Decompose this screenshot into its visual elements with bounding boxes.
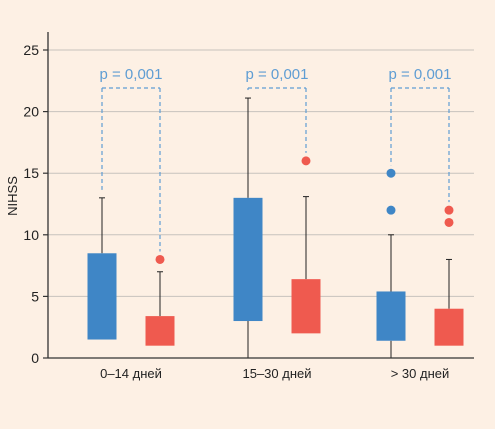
outlier-point xyxy=(444,217,454,227)
blue-box xyxy=(376,291,406,341)
y-tick-label: 0 xyxy=(31,350,39,366)
red-box xyxy=(434,308,464,346)
blue-box xyxy=(87,253,117,340)
outlier-point xyxy=(155,254,165,264)
outlier-point xyxy=(386,205,396,215)
x-category-label: 15–30 дней xyxy=(242,366,311,381)
x-category-label: > 30 дней xyxy=(391,366,450,381)
y-tick-label: 20 xyxy=(23,104,39,120)
y-tick-label: 5 xyxy=(31,288,39,304)
pvalue-connectors: p = 0,001 p = 0,001 p = 0,001 xyxy=(100,66,452,252)
axes xyxy=(47,32,474,359)
pvalue-label: p = 0,001 xyxy=(100,66,163,83)
y-tick-label: 10 xyxy=(23,227,39,243)
pvalue-label: p = 0,001 xyxy=(389,66,452,83)
blue-box xyxy=(233,197,263,322)
y-tick-labels: 0 5 10 15 20 25 xyxy=(23,42,48,366)
outlier-point xyxy=(301,156,311,166)
y-axis-title: NIHSS xyxy=(5,176,20,216)
outlier-point xyxy=(386,168,396,178)
y-tick-label: 15 xyxy=(23,165,39,181)
red-box xyxy=(291,279,321,334)
pvalue-label: p = 0,001 xyxy=(246,66,309,83)
x-category-label: 0–14 дней xyxy=(100,366,162,381)
x-tick-labels: 0–14 дней 15–30 дней > 30 дней xyxy=(100,366,449,381)
y-tick-label: 25 xyxy=(23,42,39,58)
box-plots xyxy=(87,97,464,358)
red-box xyxy=(145,316,175,346)
outlier-point xyxy=(444,205,454,215)
